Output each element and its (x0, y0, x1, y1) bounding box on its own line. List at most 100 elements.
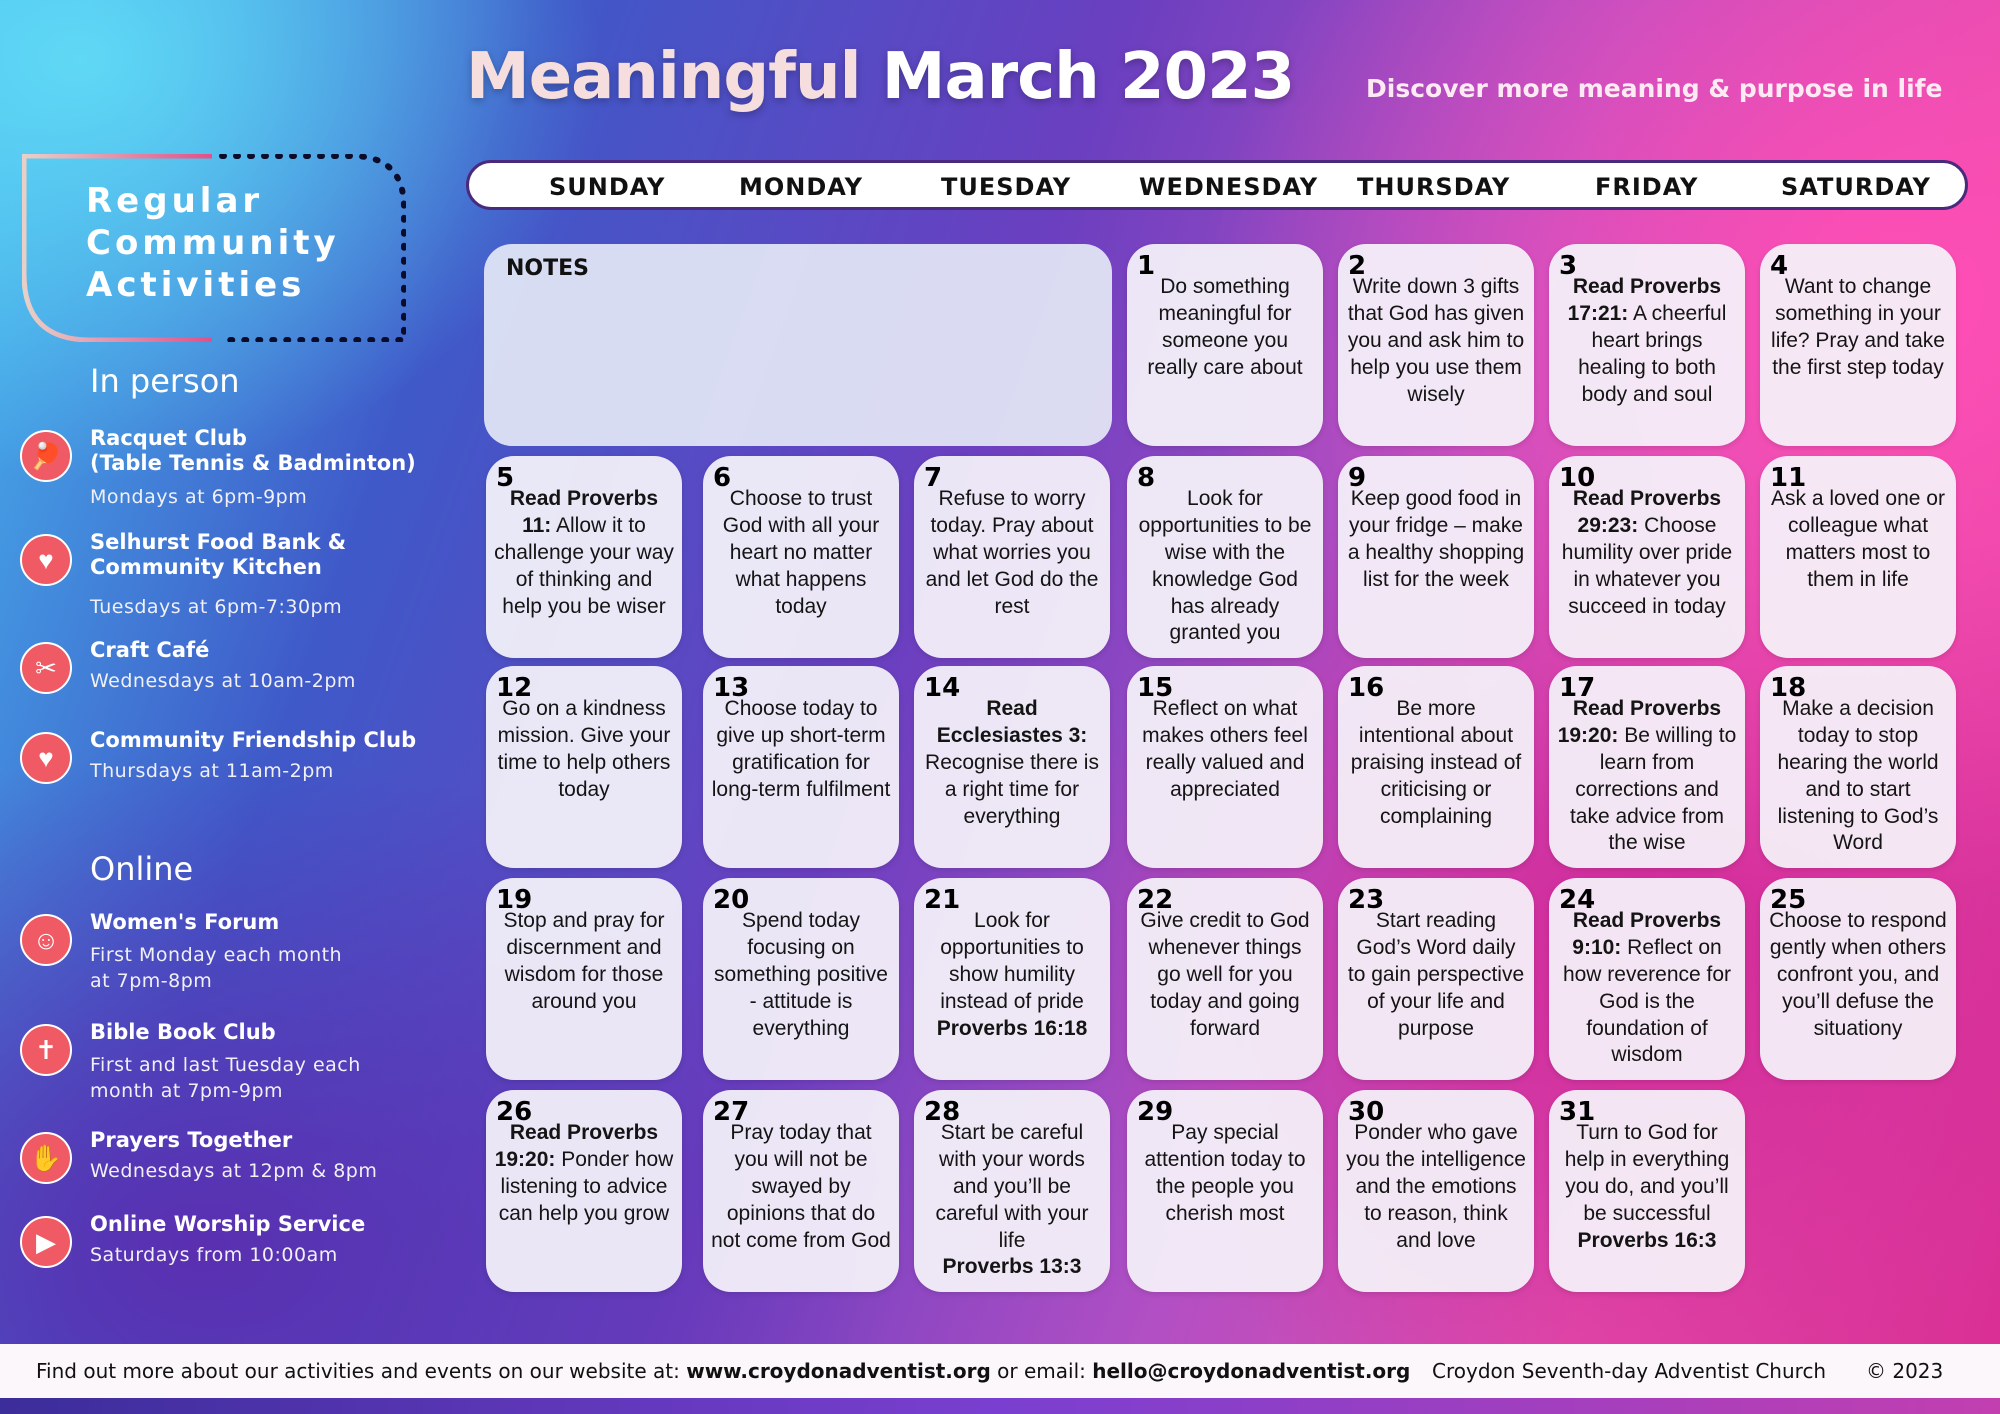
day-cell-19[interactable]: 19 Stop and pray for discernment and wisd… (486, 878, 682, 1080)
day-cell-25[interactable]: 25 Choose to respond gently when others c… (1760, 878, 1956, 1080)
scripture-ref-end: Proverbs 16:3 (1577, 1228, 1717, 1252)
day-message: Look for opportunities to be wise with t… (1138, 487, 1312, 645)
online-heading: Online (90, 850, 194, 888)
day-message: Recognise there is a right time for ever… (925, 750, 1099, 828)
scripture-ref: Read Proverbs 19:20: (494, 1121, 659, 1171)
footer-info: Find out more about our activities and e… (36, 1359, 1411, 1383)
activities-box-title: Regular Community Activities (86, 181, 340, 305)
day-number: 7 (924, 463, 943, 493)
day-cell-2[interactable]: 2 Write down 3 gifts that God has given y… (1338, 244, 1534, 446)
day-message: Pray today that you will not be swayed b… (711, 1121, 891, 1252)
day-message: Do something meaningful for someone you … (1147, 275, 1303, 379)
day-number: 13 (713, 673, 750, 703)
scripture-ref-end: Proverbs 13:3 (942, 1255, 1082, 1279)
day-message: Make a decision today to stop hearing th… (1777, 697, 1939, 855)
praying-hands-icon: ✋ (20, 1132, 72, 1184)
day-cell-17[interactable]: 17 Read Proverbs 19:20: Be willing to lea… (1549, 666, 1745, 868)
day-text: Pay special attention today to the peopl… (1135, 1100, 1315, 1228)
day-cell-27[interactable]: 27 Pray today that you will not be swayed… (703, 1090, 899, 1292)
day-message: A cheerful heart brings healing to both … (1578, 301, 1727, 406)
day-cell-9[interactable]: 9 Keep good food in your fridge – make a … (1338, 456, 1534, 658)
page-title: Meaningful March 2023 (466, 40, 1295, 114)
day-cell-6[interactable]: 6 Choose to trust God with all your heart… (703, 456, 899, 658)
day-message: Choose to trust God with all your heart … (722, 487, 880, 618)
day-cell-16[interactable]: 16 Be more intentional about praising ins… (1338, 666, 1534, 868)
day-message: Be willing to learn from corrections and… (1569, 723, 1737, 855)
day-text: Want to change something in your life? P… (1768, 254, 1948, 382)
day-cell-4[interactable]: 4 Want to change something in your life? … (1760, 244, 1956, 446)
email-link[interactable]: hello@croydonadventist.org (1092, 1359, 1411, 1383)
activity-time: Thursdays at 11am-2pm (90, 760, 334, 782)
day-message: Be more intentional about praising inste… (1350, 697, 1522, 828)
activity-time: Wednesdays at 10am-2pm (90, 670, 356, 692)
day-message: Choose today to give up short-term grati… (711, 697, 891, 801)
activity-name: Prayers Together (90, 1128, 293, 1152)
day-cell-11[interactable]: 11 Ask a loved one or colleague what matt… (1760, 456, 1956, 658)
notes-box[interactable]: NOTES (484, 244, 1112, 446)
day-text: Choose to respond gently when others con… (1768, 888, 1948, 1042)
scripture-ref: Read Proverbs 29:23: (1572, 487, 1722, 537)
day-text: Make a decision today to stop hearing th… (1768, 676, 1948, 857)
day-cell-13[interactable]: 13 Choose today to give up short-term gra… (703, 666, 899, 868)
day-cell-22[interactable]: 22 Give credit to God whenever things go … (1127, 878, 1323, 1080)
day-message: Stop and pray for discernment and wisdom… (503, 909, 665, 1013)
day-number: 17 (1559, 673, 1596, 703)
day-cell-20[interactable]: 20 Spend today focusing on something posi… (703, 878, 899, 1080)
day-text: Read Proverbs 11: Allow it to challenge … (494, 466, 674, 620)
day-cell-10[interactable]: 10 Read Proverbs 29:23: Choose humility o… (1549, 456, 1745, 658)
day-number: 31 (1559, 1097, 1596, 1127)
day-number: 15 (1137, 673, 1174, 703)
day-text: Be more intentional about praising inste… (1346, 676, 1526, 830)
day-number: 19 (496, 885, 533, 915)
activity-name: Online Worship Service (90, 1212, 366, 1236)
website-link[interactable]: www.croydonadventist.org (686, 1359, 991, 1383)
bible-icon: ✝ (20, 1024, 72, 1076)
day-message: Turn to God for help in everything you d… (1564, 1121, 1730, 1225)
day-cell-24[interactable]: 24 Read Proverbs 9:10: Reflect on how rev… (1549, 878, 1745, 1080)
day-text: Ask a loved one or colleague what matter… (1768, 466, 1948, 594)
day-cell-21[interactable]: 21 Look for opportunities to show humilit… (914, 878, 1110, 1080)
day-cell-5[interactable]: 5 Read Proverbs 11: Allow it to challenge… (486, 456, 682, 658)
activity-name: Women's Forum (90, 910, 280, 934)
day-cell-8[interactable]: 8 Look for opportunities to be wise with … (1127, 456, 1323, 658)
page-subtitle: Discover more meaning & purpose in life (1366, 74, 1943, 103)
day-message: Choose humility over pride in whatever y… (1561, 513, 1733, 618)
day-text: Turn to God for help in everything you d… (1557, 1100, 1737, 1254)
day-friday: FRIDAY (1595, 173, 1699, 201)
activity-time: Mondays at 6pm-9pm (90, 486, 308, 508)
youtube-icon: ▶ (20, 1216, 72, 1268)
day-text: Read Proverbs 29:23: Choose humility ove… (1557, 466, 1737, 620)
day-text: Pray today that you will not be swayed b… (711, 1100, 891, 1254)
day-cell-14[interactable]: 14 Read Ecclesiastes 3: Recognise there i… (914, 666, 1110, 868)
day-cell-3[interactable]: 3 Read Proverbs 17:21: A cheerful heart b… (1549, 244, 1745, 446)
day-cell-30[interactable]: 30 Ponder who gave you the intelligence a… (1338, 1090, 1534, 1292)
day-cell-7[interactable]: 7 Refuse to worry today. Pray about what … (914, 456, 1110, 658)
day-text: Read Proverbs 19:20: Be willing to learn… (1557, 676, 1737, 857)
day-number: 12 (496, 673, 533, 703)
day-cell-15[interactable]: 15 Reflect on what makes others feel real… (1127, 666, 1323, 868)
day-cell-23[interactable]: 23 Start reading God’s Word daily to gain… (1338, 878, 1534, 1080)
day-number: 8 (1137, 463, 1156, 493)
day-message: Write down 3 gifts that God has given yo… (1347, 275, 1525, 406)
day-saturday: SATURDAY (1781, 173, 1931, 201)
day-cell-26[interactable]: 26 Read Proverbs 19:20: Ponder how listen… (486, 1090, 682, 1292)
day-cell-12[interactable]: 12 Go on a kindness mission. Give your ti… (486, 666, 682, 868)
day-number: 14 (924, 673, 961, 703)
day-text: Look for opportunities to be wise with t… (1135, 466, 1315, 647)
day-cell-18[interactable]: 18 Make a decision today to stop hearing … (1760, 666, 1956, 868)
scripture-ref-end: Proverbs 16:18 (936, 1016, 1088, 1040)
activities-box-header: Regular Community Activities (22, 154, 406, 342)
day-message: Start be careful with your words and you… (935, 1121, 1089, 1252)
day-cell-31[interactable]: 31 Turn to God for help in everything you… (1549, 1090, 1745, 1292)
day-message: Choose to respond gently when others con… (1769, 909, 1947, 1040)
weekday-header: SUNDAY MONDAY TUESDAY WEDNESDAY THURSDAY… (466, 160, 1968, 210)
day-cell-28[interactable]: 28 Start be careful with your words and y… (914, 1090, 1110, 1292)
day-cell-1[interactable]: 1 Do something meaningful for someone you… (1127, 244, 1323, 446)
day-message: Give credit to God whenever things go we… (1140, 909, 1310, 1040)
day-number: 23 (1348, 885, 1385, 915)
in-person-heading: In person (90, 362, 240, 400)
day-number: 29 (1137, 1097, 1174, 1127)
day-text: Read Proverbs 17:21: A cheerful heart br… (1557, 254, 1737, 408)
day-cell-29[interactable]: 29 Pay special attention today to the peo… (1127, 1090, 1323, 1292)
day-text: Ponder who gave you the intelligence and… (1346, 1100, 1526, 1254)
